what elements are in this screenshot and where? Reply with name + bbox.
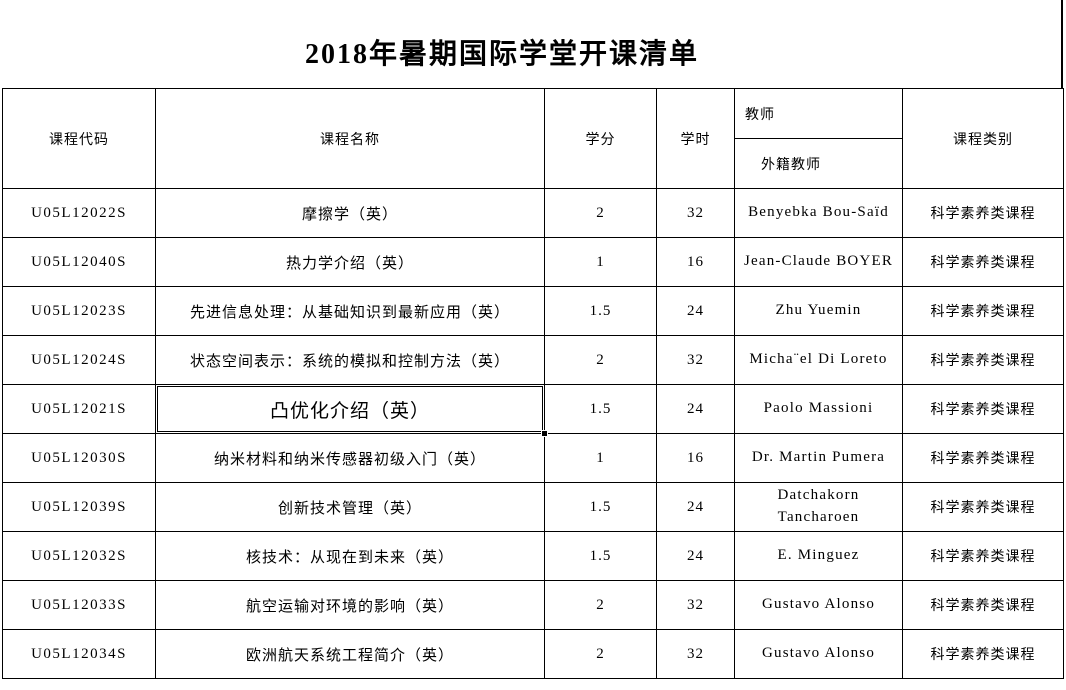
course-name-cell[interactable]: 状态空间表示：系统的模拟和控制方法（英） — [155, 335, 545, 385]
teacher-cell[interactable]: E. Minguez — [734, 531, 903, 581]
header-teacher[interactable]: 教师 — [734, 88, 903, 139]
credit-cell[interactable]: 2 — [544, 335, 657, 385]
teacher-cell[interactable]: Dr. Martin Pumera — [734, 433, 903, 483]
credit-cell[interactable]: 1.5 — [544, 286, 657, 336]
hours-cell[interactable]: 32 — [656, 188, 735, 238]
teacher-cell[interactable]: Benyebka Bou-Saïd — [734, 188, 903, 238]
header-row-2: 外籍教师 — [3, 138, 1064, 189]
header-credit[interactable]: 学分 — [544, 88, 657, 189]
category-cell[interactable]: 科学素养类课程 — [902, 335, 1064, 385]
course-name-cell[interactable]: 航空运输对环境的影响（英） — [155, 580, 545, 630]
hours-cell[interactable]: 16 — [656, 433, 735, 483]
credit-cell[interactable]: 1 — [544, 433, 657, 483]
hours-cell[interactable]: 32 — [656, 580, 735, 630]
course-code-cell[interactable]: U05L12040S — [2, 237, 156, 287]
course-name-cell[interactable]: 核技术：从现在到未来（英） — [155, 531, 545, 581]
table-row: U05L12023S 先进信息处理：从基础知识到最新应用（英） 1.5 24 Z… — [2, 286, 1064, 336]
course-code-cell[interactable]: U05L12039S — [2, 482, 156, 532]
hours-cell[interactable]: 24 — [656, 286, 735, 336]
category-cell[interactable]: 科学素养类课程 — [902, 433, 1064, 483]
header-course-name[interactable]: 课程名称 — [155, 88, 545, 189]
course-code-cell[interactable]: U05L12021S — [2, 384, 156, 434]
category-cell[interactable]: 科学素养类课程 — [902, 629, 1064, 679]
credit-cell[interactable]: 1.5 — [544, 482, 657, 532]
table-row: U05L12040S 热力学介绍（英） 1 16 Jean-Claude BOY… — [2, 237, 1064, 287]
table-row: U05L12030S 纳米材料和纳米传感器初级入门（英） 1 16 Dr. Ma… — [2, 433, 1064, 483]
header-course-code[interactable]: 课程代码 — [2, 88, 156, 189]
hours-cell[interactable]: 24 — [656, 531, 735, 581]
category-cell[interactable]: 科学素养类课程 — [902, 237, 1064, 287]
selection-fill-handle[interactable] — [541, 430, 548, 437]
credit-cell[interactable]: 2 — [544, 629, 657, 679]
course-name-cell[interactable]: 创新技术管理（英） — [155, 482, 545, 532]
table-row: U05L12039S 创新技术管理（英） 1.5 24 Datchakorn T… — [2, 482, 1064, 532]
teacher-cell[interactable]: Zhu Yuemin — [734, 286, 903, 336]
course-table-body: U05L12022S 摩擦学（英） 2 32 Benyebka Bou-Saïd… — [2, 188, 1064, 679]
course-name-cell[interactable]: 纳米材料和纳米传感器初级入门（英） — [155, 433, 545, 483]
header-row-1: 课程代码 课程名称 学分 学时 教师 课程类别 — [2, 88, 1064, 189]
course-code-cell[interactable]: U05L12023S — [2, 286, 156, 336]
credit-cell[interactable]: 1.5 — [544, 531, 657, 581]
teacher-cell[interactable]: Gustavo Alonso — [734, 629, 903, 679]
table-header: 课程代码 课程名称 学分 学时 教师 课程类别 外籍教师 — [2, 88, 1064, 189]
course-name-cell[interactable]: 摩擦学（英） — [155, 188, 545, 238]
credit-cell[interactable]: 2 — [544, 580, 657, 630]
header-foreign-teacher[interactable]: 外籍教师 — [734, 138, 903, 189]
header-category[interactable]: 课程类别 — [902, 88, 1064, 189]
course-table: 课程代码 课程名称 学分 学时 教师 课程类别 外籍教师 U05L12022S … — [2, 88, 1064, 679]
category-cell[interactable]: 科学素养类课程 — [902, 580, 1064, 630]
category-cell[interactable]: 科学素养类课程 — [902, 286, 1064, 336]
credit-cell[interactable]: 2 — [544, 188, 657, 238]
credit-cell[interactable]: 1.5 — [544, 384, 657, 434]
category-cell[interactable]: 科学素养类课程 — [902, 188, 1064, 238]
hours-cell[interactable]: 24 — [656, 482, 735, 532]
hours-cell[interactable]: 32 — [656, 335, 735, 385]
category-cell[interactable]: 科学素养类课程 — [902, 384, 1064, 434]
table-row: U05L12024S 状态空间表示：系统的模拟和控制方法（英） 2 32 Mic… — [2, 335, 1064, 385]
table-row: U05L12033S 航空运输对环境的影响（英） 2 32 Gustavo Al… — [2, 580, 1064, 630]
page-title: 2018年暑期国际学堂开课清单 — [304, 39, 699, 70]
hours-cell[interactable]: 32 — [656, 629, 735, 679]
teacher-cell[interactable]: Datchakorn Tancharoen — [734, 482, 903, 532]
credit-cell[interactable]: 1 — [544, 237, 657, 287]
course-name-cell[interactable]: 欧洲航天系统工程简介（英） — [155, 629, 545, 679]
course-code-cell[interactable]: U05L12024S — [2, 335, 156, 385]
category-cell[interactable]: 科学素养类课程 — [902, 531, 1064, 581]
title-area: 2018年暑期国际学堂开课清单 — [0, 0, 1063, 88]
table-row: U05L12021S 凸优化介绍（英） 1.5 24 Paolo Massion… — [2, 384, 1064, 437]
course-name-cell[interactable]: 热力学介绍（英） — [155, 237, 545, 287]
table-row: U05L12032S 核技术：从现在到未来（英） 1.5 24 E. Mingu… — [2, 531, 1064, 581]
course-code-cell[interactable]: U05L12033S — [2, 580, 156, 630]
table-row: U05L12022S 摩擦学（英） 2 32 Benyebka Bou-Saïd… — [2, 188, 1064, 238]
teacher-cell[interactable]: Micha¨el Di Loreto — [734, 335, 903, 385]
teacher-cell[interactable]: Paolo Massioni — [734, 384, 903, 434]
course-name-cell[interactable]: 凸优化介绍（英） — [155, 384, 548, 437]
course-code-cell[interactable]: U05L12032S — [2, 531, 156, 581]
course-name-cell[interactable]: 先进信息处理：从基础知识到最新应用（英） — [155, 286, 545, 336]
table-row: U05L12034S 欧洲航天系统工程简介（英） 2 32 Gustavo Al… — [2, 629, 1064, 679]
teacher-cell[interactable]: Jean-Claude BOYER — [734, 237, 903, 287]
category-cell[interactable]: 科学素养类课程 — [902, 482, 1064, 532]
teacher-cell[interactable]: Gustavo Alonso — [734, 580, 903, 630]
course-code-cell[interactable]: U05L12034S — [2, 629, 156, 679]
course-code-cell[interactable]: U05L12030S — [2, 433, 156, 483]
course-code-cell[interactable]: U05L12022S — [2, 188, 156, 238]
hours-cell[interactable]: 16 — [656, 237, 735, 287]
hours-cell[interactable]: 24 — [656, 384, 735, 434]
header-hours[interactable]: 学时 — [656, 88, 735, 189]
